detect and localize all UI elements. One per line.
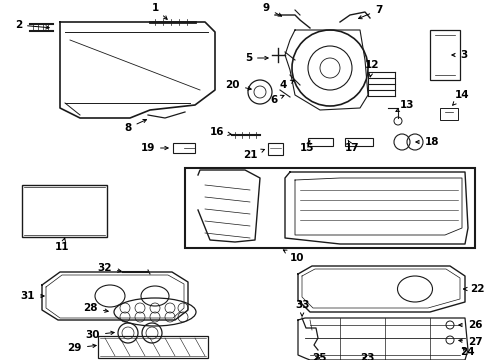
Text: 22: 22 <box>463 284 484 294</box>
Text: 17: 17 <box>345 140 359 153</box>
Text: 2: 2 <box>15 20 49 30</box>
Text: 13: 13 <box>395 100 414 112</box>
Text: 30: 30 <box>85 330 114 340</box>
Text: 4: 4 <box>280 80 293 90</box>
Text: 24: 24 <box>459 347 474 357</box>
Text: 9: 9 <box>263 3 281 16</box>
Text: 32: 32 <box>97 263 121 273</box>
Text: 25: 25 <box>311 353 326 360</box>
Text: 31: 31 <box>20 291 44 301</box>
Text: 10: 10 <box>283 250 304 263</box>
Bar <box>22 185 107 237</box>
Text: 26: 26 <box>458 320 482 330</box>
Text: 16: 16 <box>209 127 231 137</box>
Bar <box>345 138 372 146</box>
Bar <box>439 108 457 120</box>
Text: 8: 8 <box>124 120 146 133</box>
Text: 29: 29 <box>67 343 96 353</box>
Text: 18: 18 <box>415 137 439 147</box>
Text: 6: 6 <box>269 95 284 105</box>
Text: 33: 33 <box>294 300 309 316</box>
Bar <box>98 336 207 358</box>
Bar <box>267 143 283 155</box>
Text: 23: 23 <box>359 353 374 360</box>
Text: 3: 3 <box>451 50 467 60</box>
Text: 21: 21 <box>243 149 264 160</box>
Bar <box>429 30 459 80</box>
Text: 19: 19 <box>141 143 168 153</box>
Text: 27: 27 <box>458 337 482 347</box>
Text: 5: 5 <box>244 53 267 63</box>
Text: 14: 14 <box>452 90 468 105</box>
Text: 20: 20 <box>225 80 251 90</box>
Text: 12: 12 <box>364 60 379 77</box>
Text: 28: 28 <box>83 303 108 313</box>
Text: 7: 7 <box>358 5 382 19</box>
Bar <box>184 168 474 248</box>
Bar <box>173 143 195 153</box>
Text: 1: 1 <box>151 3 167 19</box>
Text: 15: 15 <box>299 140 314 153</box>
Bar <box>307 138 332 146</box>
Text: 11: 11 <box>55 238 69 252</box>
